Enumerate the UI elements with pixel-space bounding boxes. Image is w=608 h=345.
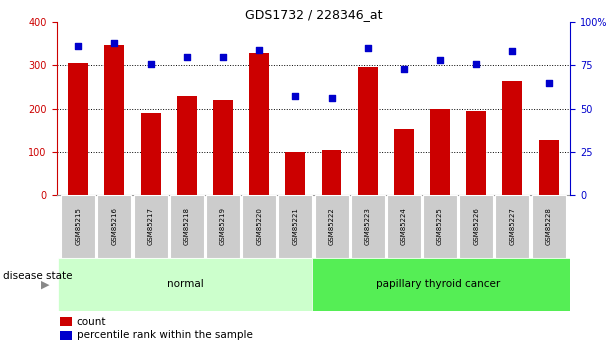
Text: normal: normal	[167, 279, 203, 289]
Bar	[285, 152, 305, 195]
Point	[109, 40, 119, 46]
Bar	[459, 195, 493, 258]
Bar	[134, 195, 168, 258]
Point	[363, 45, 373, 51]
Text: GSM85217: GSM85217	[148, 207, 154, 246]
Text: ▶: ▶	[41, 279, 50, 289]
Bar	[97, 195, 131, 258]
Bar	[394, 129, 414, 195]
Bar	[502, 81, 522, 195]
Point	[146, 61, 156, 66]
Text: GSM85225: GSM85225	[437, 208, 443, 245]
Bar	[68, 63, 88, 195]
Bar	[314, 195, 348, 258]
Bar	[140, 113, 161, 195]
Bar	[539, 140, 559, 195]
Point	[471, 61, 481, 66]
Text: GSM85220: GSM85220	[256, 208, 262, 245]
Title: GDS1732 / 228346_at: GDS1732 / 228346_at	[244, 8, 382, 21]
Point	[291, 93, 300, 99]
Bar	[531, 195, 565, 258]
Text: GSM85224: GSM85224	[401, 208, 407, 245]
Bar	[278, 195, 313, 258]
Point	[218, 54, 228, 59]
Point	[254, 47, 264, 52]
Bar	[312, 258, 570, 310]
Point	[182, 54, 192, 59]
Point	[399, 66, 409, 71]
Bar	[206, 195, 240, 258]
Bar	[466, 111, 486, 195]
Bar	[423, 195, 457, 258]
Bar	[387, 195, 421, 258]
Text: GSM85222: GSM85222	[328, 208, 334, 245]
Bar	[430, 109, 450, 195]
Text: GSM85221: GSM85221	[292, 208, 299, 245]
Text: GSM85228: GSM85228	[545, 208, 551, 245]
Bar	[351, 195, 385, 258]
Text: GSM85215: GSM85215	[75, 208, 81, 245]
Bar	[496, 195, 530, 258]
Text: GSM85219: GSM85219	[220, 207, 226, 246]
Bar	[213, 100, 233, 195]
Bar	[358, 67, 378, 195]
Bar	[242, 195, 276, 258]
Bar	[105, 45, 125, 195]
Point	[326, 95, 336, 101]
Point	[435, 57, 445, 63]
Bar	[249, 53, 269, 195]
Bar	[170, 195, 204, 258]
Bar	[58, 258, 312, 310]
Text: GSM85216: GSM85216	[111, 207, 117, 246]
Text: percentile rank within the sample: percentile rank within the sample	[77, 331, 252, 341]
Bar	[322, 149, 342, 195]
Point	[508, 49, 517, 54]
Text: disease state: disease state	[3, 271, 72, 281]
Bar	[60, 317, 72, 326]
Text: GSM85223: GSM85223	[365, 208, 371, 245]
Point	[74, 43, 83, 49]
Text: GSM85218: GSM85218	[184, 207, 190, 246]
Text: GSM85226: GSM85226	[473, 208, 479, 245]
Bar	[60, 331, 72, 340]
Text: count: count	[77, 317, 106, 327]
Text: GSM85227: GSM85227	[510, 208, 516, 245]
Bar	[177, 96, 197, 195]
Point	[544, 80, 553, 85]
Bar	[61, 195, 95, 258]
Text: papillary thyroid cancer: papillary thyroid cancer	[376, 279, 500, 289]
